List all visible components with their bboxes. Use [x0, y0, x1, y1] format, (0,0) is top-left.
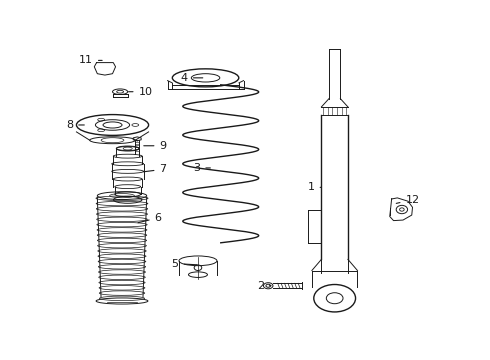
Text: 3: 3: [194, 163, 210, 173]
Text: 12: 12: [396, 195, 419, 205]
Text: 10: 10: [128, 87, 152, 97]
Text: 5: 5: [172, 258, 197, 269]
Text: 1: 1: [308, 183, 321, 192]
Text: 11: 11: [79, 55, 102, 66]
Text: 4: 4: [181, 73, 203, 83]
Text: 7: 7: [144, 164, 167, 174]
Text: 9: 9: [144, 141, 167, 151]
Text: 2: 2: [257, 281, 271, 291]
Text: 6: 6: [138, 213, 162, 223]
Text: 8: 8: [66, 120, 84, 130]
